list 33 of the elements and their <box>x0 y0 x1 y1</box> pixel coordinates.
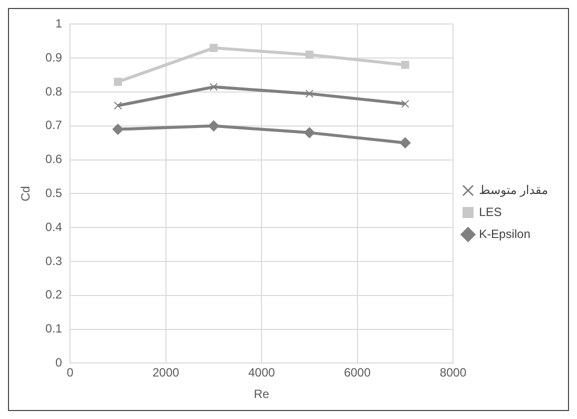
point <box>208 120 220 132</box>
point <box>400 137 411 148</box>
y-tick-label: 0.3 <box>45 254 62 268</box>
point <box>114 102 122 110</box>
y-axis-title: Cd <box>18 186 33 202</box>
y-tick-label: 0.1 <box>45 322 62 336</box>
x-tick-label: 6000 <box>344 366 371 380</box>
y-tick-label: 0.5 <box>45 186 62 200</box>
y-tick-label: 0.4 <box>45 220 62 234</box>
y-tick-label: 0.7 <box>45 118 62 132</box>
legend-label: مقدار متوسط <box>479 182 548 197</box>
x-tick-label: 0 <box>66 366 74 380</box>
point <box>401 60 410 69</box>
point <box>305 50 314 59</box>
point <box>305 90 314 98</box>
point <box>114 78 122 86</box>
x-tick-label: 2000 <box>152 366 180 380</box>
point <box>210 44 218 52</box>
y-tick-label: 0.8 <box>45 84 62 98</box>
x-axis-title: Re <box>254 387 270 402</box>
point <box>112 124 124 135</box>
y-tick-label: 0 <box>55 356 62 370</box>
legend-label: LES <box>479 204 502 219</box>
point <box>304 127 315 138</box>
legend-label: K-Epsilon <box>479 226 530 241</box>
y-tick-label: 0.2 <box>45 288 62 302</box>
point <box>210 82 218 91</box>
y-tick-label: 0.6 <box>45 152 62 166</box>
y-tick-label: 0.9 <box>45 50 62 64</box>
x-tick-label: 8000 <box>440 366 467 380</box>
y-tick-label: 1 <box>55 16 62 31</box>
point <box>401 100 410 108</box>
x-tick-label: 4000 <box>248 366 276 380</box>
